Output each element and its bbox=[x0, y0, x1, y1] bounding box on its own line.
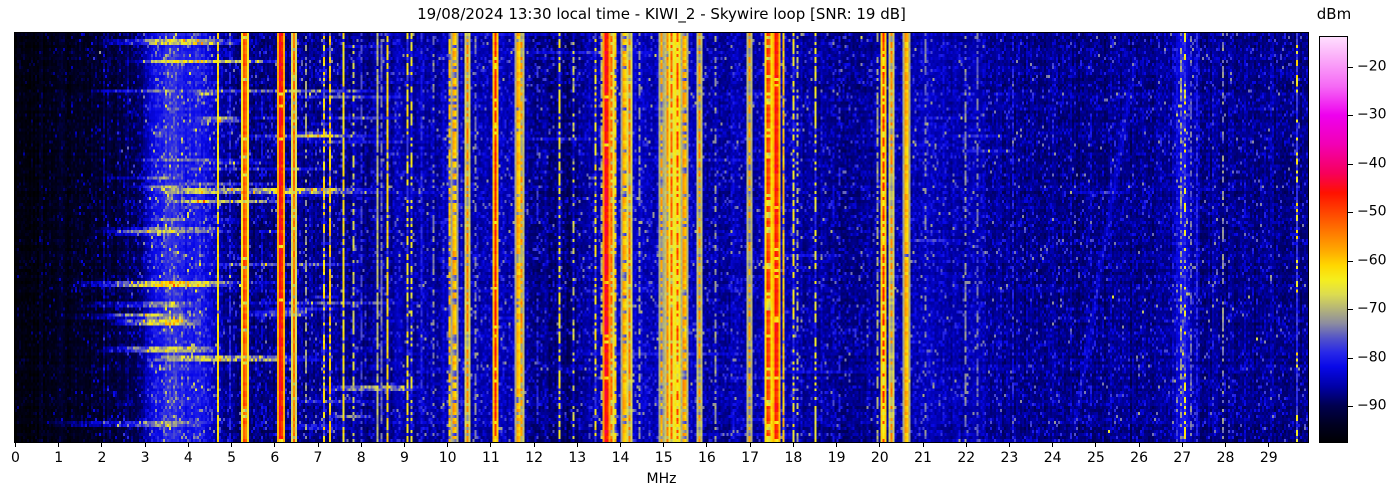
x-axis-tick bbox=[403, 443, 405, 447]
colorbar-unit-label: dBm bbox=[1316, 5, 1352, 23]
x-axis-tick-label: 11 bbox=[481, 450, 500, 466]
x-axis-tick bbox=[231, 443, 233, 447]
x-axis-tick bbox=[663, 443, 665, 447]
x-axis-tick-label: 23 bbox=[1000, 450, 1019, 466]
x-axis-tick bbox=[274, 443, 276, 447]
x-axis-tick-label: 1 bbox=[54, 450, 64, 466]
x-axis-tick-label: 10 bbox=[438, 450, 457, 466]
colorbar-tick bbox=[1348, 163, 1353, 165]
colorbar-tick-label: −90 bbox=[1357, 397, 1387, 414]
x-axis-tick bbox=[879, 443, 881, 447]
x-axis-tick bbox=[1225, 443, 1227, 447]
colorbar-tick bbox=[1348, 212, 1353, 214]
x-axis-tick-label: 4 bbox=[183, 450, 193, 466]
x-axis-tick-label: 3 bbox=[140, 450, 150, 466]
colorbar-tick bbox=[1348, 309, 1353, 311]
x-axis-tick bbox=[101, 443, 103, 447]
x-axis-tick-label: 17 bbox=[741, 450, 760, 466]
colorbar-tick-label: −20 bbox=[1357, 58, 1387, 75]
x-axis-tick-label: 18 bbox=[784, 450, 803, 466]
x-axis-tick bbox=[792, 443, 794, 447]
chart-title: 19/08/2024 13:30 local time - KIWI_2 - S… bbox=[417, 5, 906, 23]
x-axis-tick bbox=[620, 443, 621, 447]
x-axis-tick-label: 20 bbox=[870, 450, 889, 466]
x-axis-tick bbox=[576, 443, 578, 447]
x-axis-tick bbox=[15, 443, 16, 447]
x-axis-tick bbox=[1095, 443, 1097, 447]
x-axis-label: MHz bbox=[646, 471, 677, 487]
x-axis-tick bbox=[490, 443, 492, 447]
x-axis-tick bbox=[749, 443, 751, 447]
x-axis-tick bbox=[922, 443, 924, 447]
x-axis-tick bbox=[1052, 443, 1054, 447]
x-axis-tick bbox=[836, 443, 838, 447]
waterfall-heatmap bbox=[15, 33, 1308, 442]
colorbar-tick-label: −80 bbox=[1357, 349, 1387, 366]
x-axis-tick-label: 13 bbox=[568, 450, 587, 466]
x-axis-tick-label: 15 bbox=[654, 450, 673, 466]
x-axis-tick-label: 19 bbox=[827, 450, 846, 466]
x-axis-tick bbox=[447, 443, 449, 447]
x-axis-tick bbox=[965, 443, 967, 447]
x-axis-tick-label: 0 bbox=[11, 450, 20, 466]
x-axis-tick bbox=[1268, 443, 1270, 447]
x-axis-tick bbox=[317, 443, 319, 447]
x-axis-tick-label: 25 bbox=[1086, 450, 1105, 466]
x-axis-tick bbox=[360, 443, 362, 447]
x-axis-tick-label: 9 bbox=[399, 450, 409, 466]
x-axis-tick-label: 14 bbox=[611, 450, 630, 466]
x-axis-tick-label: 27 bbox=[1173, 450, 1192, 466]
colorbar-tick bbox=[1348, 66, 1353, 68]
colorbar-tick-label: −60 bbox=[1357, 252, 1387, 269]
x-axis-tick-label: 29 bbox=[1259, 450, 1278, 466]
colorbar-tick-label: −50 bbox=[1357, 203, 1387, 220]
x-axis-tick-label: 24 bbox=[1043, 450, 1062, 466]
x-axis-tick-label: 16 bbox=[698, 450, 716, 466]
colorbar-tick-label: −70 bbox=[1357, 300, 1387, 317]
colorbar-tick bbox=[1348, 260, 1353, 262]
x-axis-tick bbox=[187, 443, 189, 447]
x-axis-tick-label: 28 bbox=[1216, 450, 1235, 466]
x-axis-tick bbox=[1138, 443, 1140, 447]
x-axis-tick-label: 7 bbox=[313, 450, 323, 466]
x-axis-tick bbox=[58, 443, 60, 447]
x-axis-tick-label: 12 bbox=[525, 450, 543, 466]
x-axis-tick-label: 2 bbox=[97, 450, 107, 466]
x-axis-tick bbox=[533, 443, 535, 447]
x-axis-tick bbox=[706, 443, 708, 447]
x-axis-tick bbox=[144, 443, 146, 447]
colorbar-tick bbox=[1348, 406, 1353, 408]
x-axis-tick-label: 26 bbox=[1130, 450, 1149, 466]
colorbar-tick bbox=[1348, 115, 1353, 117]
colorbar-tick-label: −30 bbox=[1357, 106, 1387, 123]
colorbar-gradient bbox=[1320, 37, 1347, 442]
x-axis-tick-label: 5 bbox=[227, 450, 237, 466]
x-axis-tick-label: 8 bbox=[356, 450, 366, 466]
x-axis-tick bbox=[1181, 443, 1183, 447]
colorbar-tick-label: −40 bbox=[1357, 155, 1387, 172]
x-axis-tick bbox=[1008, 443, 1010, 447]
x-axis-tick-label: 6 bbox=[270, 450, 280, 466]
x-axis-tick-label: 21 bbox=[914, 450, 932, 466]
x-axis-tick-label: 22 bbox=[957, 450, 976, 466]
colorbar-tick bbox=[1348, 357, 1353, 359]
